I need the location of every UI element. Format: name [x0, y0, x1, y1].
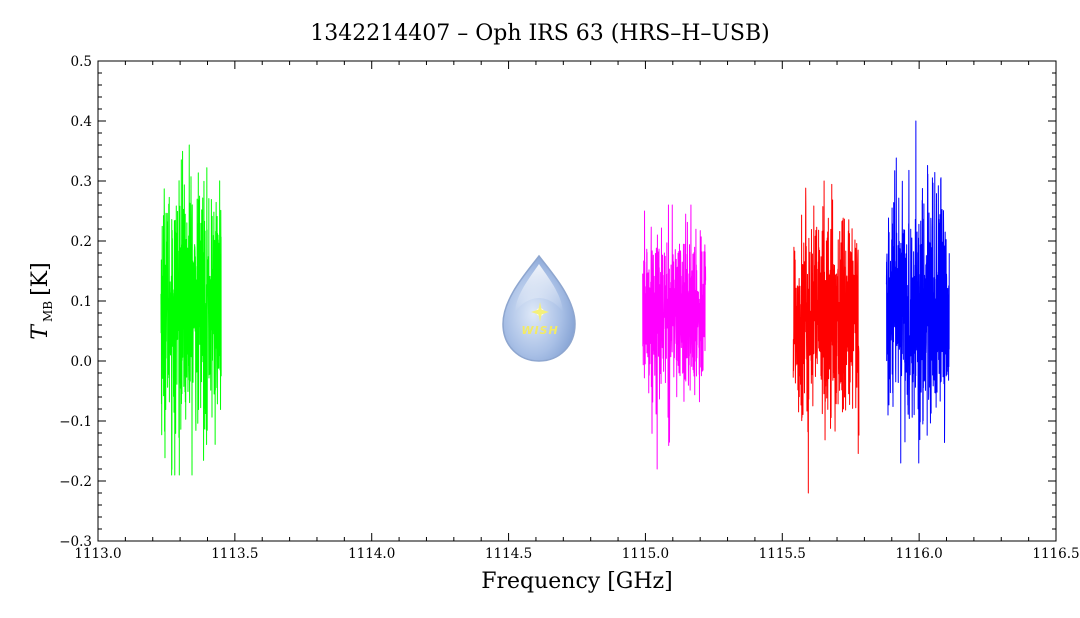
star-icon — [531, 302, 549, 322]
y-tick-label: −0.2 — [59, 474, 92, 490]
svg-text:TMB[K]: TMB [K] — [28, 262, 55, 339]
x-tick-label: 1115.0 — [622, 546, 669, 562]
x-tick-label: 1115.5 — [759, 546, 806, 562]
drop-highlight — [515, 264, 563, 312]
y-tick-label: 0.2 — [71, 234, 92, 250]
x-tick-label: 1113.5 — [211, 546, 258, 562]
x-tick-label: 1113.0 — [74, 546, 121, 562]
series-line-2 — [642, 204, 707, 470]
wish-logo: WISH — [502, 254, 576, 362]
y-axis-label: TMB [K] — [28, 262, 55, 339]
x-tick-label: 1116.5 — [1032, 546, 1079, 562]
y-axis-unit: [K] — [28, 262, 53, 296]
axis-ticks — [97, 60, 1057, 542]
logo-text: WISH — [521, 324, 558, 337]
x-tick-label: 1114.5 — [485, 546, 532, 562]
y-tick-label: 0.3 — [71, 174, 92, 190]
x-tick-label: 1114.0 — [348, 546, 395, 562]
y-tick-label: 0.4 — [71, 114, 92, 130]
y-axis-symbol: T — [28, 323, 53, 340]
y-tick-label: −0.3 — [59, 534, 92, 550]
y-tick-labels: −0.3 −0.2 −0.1 0.0 0.1 0.2 0.3 0.4 0.5 — [59, 54, 92, 550]
series-line-3 — [792, 180, 860, 494]
y-tick-label: 0.1 — [71, 294, 92, 310]
y-tick-label: 0.5 — [71, 54, 92, 70]
series-group — [160, 120, 950, 494]
y-axis-subscript: MB — [41, 301, 55, 322]
chart-title: 1342214407 – Oph IRS 63 (HRS–H–USB) — [310, 21, 770, 46]
x-tick-label: 1116.0 — [896, 546, 943, 562]
x-axis-label: Frequency [GHz] — [481, 569, 673, 594]
series-line-4 — [885, 120, 950, 464]
x-tick-labels: 1113.0 1113.5 1114.0 1114.5 1115.0 1115.5 1116… — [74, 546, 1079, 562]
y-tick-label: 0.0 — [71, 354, 92, 370]
series-line-1 — [160, 144, 222, 476]
y-tick-label: −0.1 — [59, 414, 92, 430]
